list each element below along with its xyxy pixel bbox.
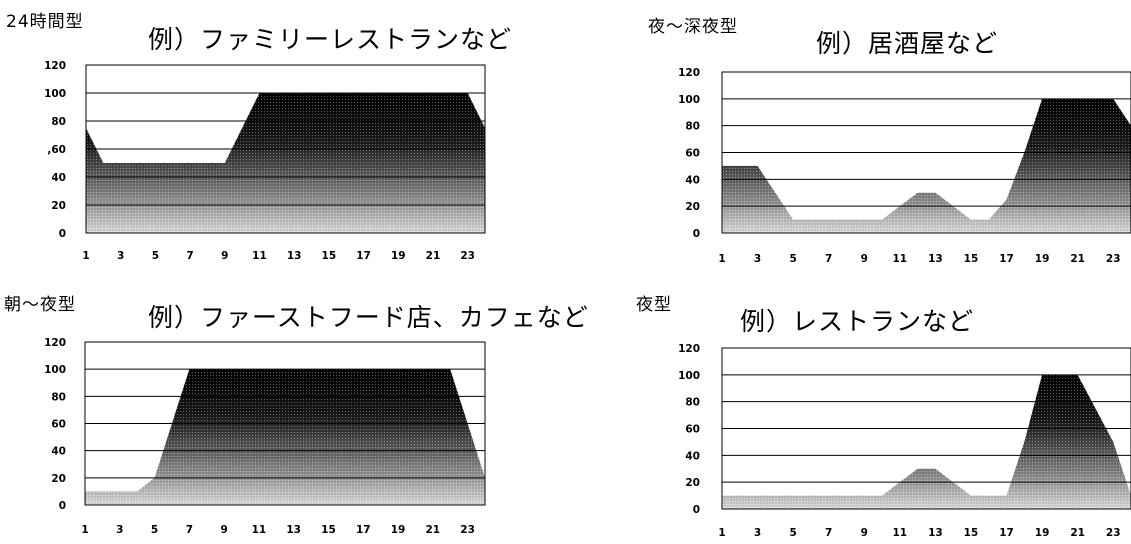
x-tick-label: 9 — [220, 524, 227, 536]
y-tick-label: 120 — [678, 343, 700, 355]
y-tick-label: ,60 — [47, 144, 66, 156]
y-tick-label: 40 — [685, 174, 700, 186]
chart-example-text: 例）ファーストフード店、カフェなど — [148, 303, 589, 332]
x-tick-label: 15 — [322, 250, 337, 262]
y-tick-label: 100 — [678, 94, 700, 106]
chart-category-label: 夜型 — [636, 295, 672, 315]
x-tick-label: 1 — [718, 527, 725, 539]
x-tick-label: 3 — [117, 250, 124, 262]
x-tick-label: 19 — [1035, 253, 1050, 265]
y-tick-label: 80 — [685, 121, 700, 133]
x-tick-label: 1 — [81, 524, 88, 536]
y-tick-label: 20 — [685, 477, 700, 489]
x-tick-label: 23 — [1106, 527, 1121, 539]
x-tick-label: 7 — [825, 253, 832, 265]
x-tick-label: 7 — [186, 250, 193, 262]
x-tick-label: 11 — [893, 253, 908, 265]
chart-category-label: 夜〜深夜型 — [648, 17, 738, 37]
x-tick-label: 17 — [999, 527, 1014, 539]
plot-frame — [84, 341, 486, 506]
x-tick-label: 21 — [1070, 527, 1085, 539]
x-tick-label: 21 — [426, 250, 441, 262]
x-tick-label: 13 — [286, 524, 301, 536]
x-tick-label: 11 — [252, 250, 267, 262]
y-tick-label: 20 — [51, 200, 66, 212]
x-tick-label: 3 — [116, 524, 123, 536]
y-tick-label: 120 — [44, 337, 66, 349]
plot-frame — [721, 347, 1131, 510]
y-tick-label: 120 — [678, 67, 700, 79]
x-tick-label: 1 — [718, 253, 725, 265]
y-tick-label: 40 — [685, 450, 700, 462]
y-tick-label: 40 — [51, 172, 66, 184]
y-tick-label: 0 — [59, 228, 66, 240]
y-tick-label: 80 — [51, 391, 66, 403]
x-tick-label: 11 — [252, 524, 267, 536]
x-tick-label: 1 — [82, 250, 89, 262]
x-tick-label: 5 — [789, 253, 796, 265]
y-tick-label: 80 — [685, 397, 700, 409]
chart-example-text: 例）レストランなど — [740, 307, 975, 336]
x-tick-label: 23 — [1106, 253, 1121, 265]
x-tick-label: 17 — [356, 250, 371, 262]
x-tick-label: 13 — [928, 527, 943, 539]
chart-example-text: 例）ファミリーレストランなど — [148, 25, 513, 54]
x-tick-label: 9 — [861, 527, 868, 539]
plot-frame — [721, 71, 1131, 234]
x-tick-label: 3 — [754, 527, 761, 539]
x-tick-label: 9 — [221, 250, 228, 262]
y-tick-label: 40 — [51, 446, 66, 458]
x-tick-label: 21 — [1070, 253, 1085, 265]
x-tick-label: 5 — [789, 527, 796, 539]
chart-category-label: 朝〜夜型 — [4, 295, 76, 315]
area-series-texture — [722, 98, 1131, 233]
y-tick-label: 100 — [678, 370, 700, 382]
area-series-texture — [85, 369, 485, 505]
x-tick-label: 9 — [861, 253, 868, 265]
x-tick-label: 19 — [1035, 527, 1050, 539]
x-tick-label: 13 — [928, 253, 943, 265]
x-tick-label: 15 — [964, 253, 979, 265]
x-tick-label: 13 — [287, 250, 302, 262]
chart-example-text: 例）居酒屋など — [816, 29, 999, 58]
x-tick-label: 15 — [321, 524, 336, 536]
x-tick-label: 17 — [356, 524, 371, 536]
x-tick-label: 23 — [460, 250, 475, 262]
x-tick-label: 19 — [391, 250, 406, 262]
x-tick-label: 5 — [152, 250, 159, 262]
y-tick-label: 120 — [44, 60, 66, 72]
y-tick-label: 20 — [685, 201, 700, 213]
x-tick-label: 11 — [893, 527, 908, 539]
y-tick-label: 60 — [685, 424, 700, 436]
x-tick-label: 15 — [964, 527, 979, 539]
y-tick-label: 60 — [685, 148, 700, 160]
x-tick-label: 19 — [391, 524, 406, 536]
x-tick-label: 3 — [754, 253, 761, 265]
plot-frame — [85, 64, 486, 234]
x-tick-label: 23 — [460, 524, 475, 536]
x-tick-label: 21 — [426, 524, 441, 536]
x-tick-label: 7 — [186, 524, 193, 536]
chart-category-label: 24時間型 — [6, 12, 84, 32]
area-series-texture — [86, 93, 485, 233]
y-tick-label: 0 — [693, 228, 700, 240]
y-tick-label: 100 — [44, 88, 66, 100]
y-tick-label: 20 — [51, 473, 66, 485]
y-tick-label: 0 — [693, 504, 700, 516]
x-tick-label: 5 — [151, 524, 158, 536]
y-tick-label: 80 — [51, 116, 66, 128]
area-series-texture — [722, 374, 1131, 509]
y-tick-label: 100 — [44, 364, 66, 376]
x-tick-label: 17 — [999, 253, 1014, 265]
x-tick-label: 7 — [825, 527, 832, 539]
y-tick-label: 60 — [51, 419, 66, 431]
y-tick-label: 0 — [59, 500, 66, 512]
